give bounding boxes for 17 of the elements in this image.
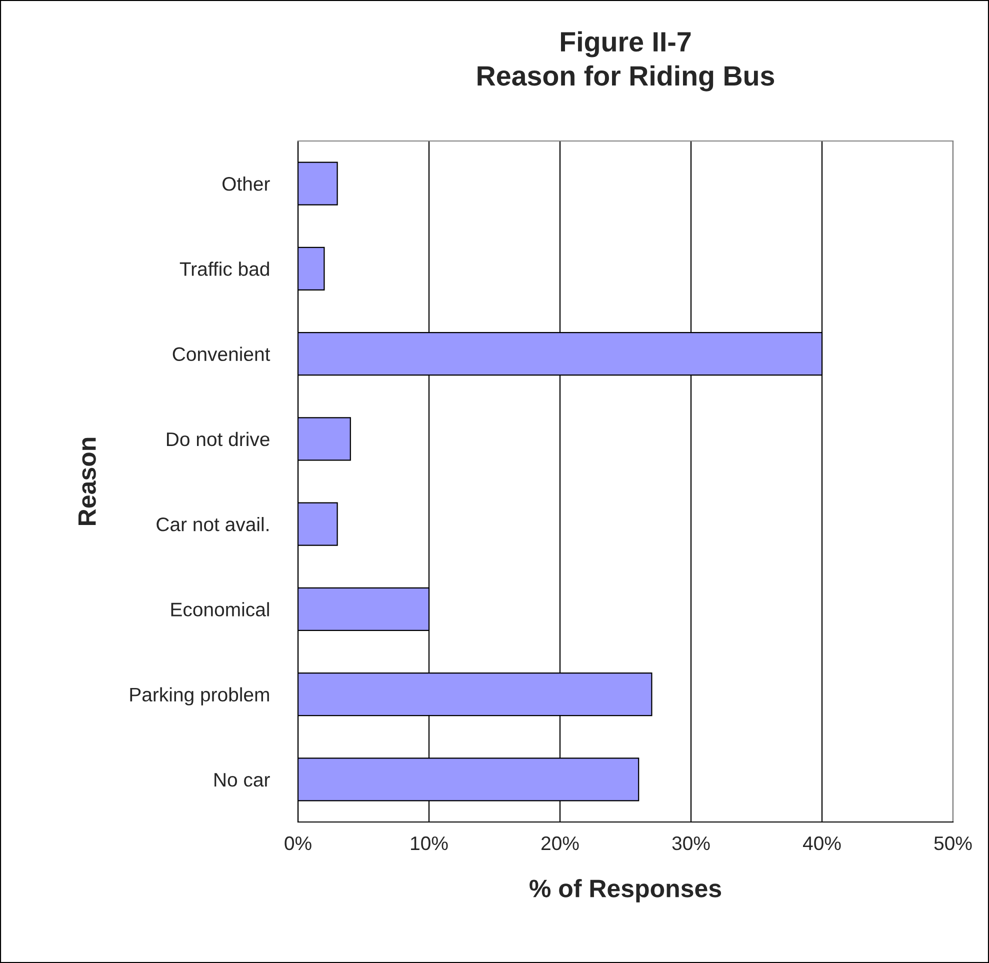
y-tick-label: Convenient [172,346,270,362]
y-tick-label: Other [222,176,270,191]
x-tick-label: 40% [802,836,841,850]
y-axis-title: Reason [78,438,96,525]
y-tick-label: No car [214,773,270,787]
x-tick-label: 20% [542,836,579,850]
y-tick-label: Do not drive [166,432,270,446]
x-tick-label: 0% [284,836,312,850]
chart-title: Figure II-7 Reason for Riding Bus [478,31,774,92]
x-tick-label: 10% [411,836,448,850]
y-tick-label: Parking problem [130,687,269,706]
y-tick-label: Car not avail. [156,517,268,532]
x-tick-label: 30% [672,836,710,850]
x-tick-label: 50% [934,836,972,850]
y-tick-label: Traffic bad [180,262,269,276]
y-tick-label: Economical [171,602,269,616]
x-axis-title: % of Responses [530,879,722,902]
